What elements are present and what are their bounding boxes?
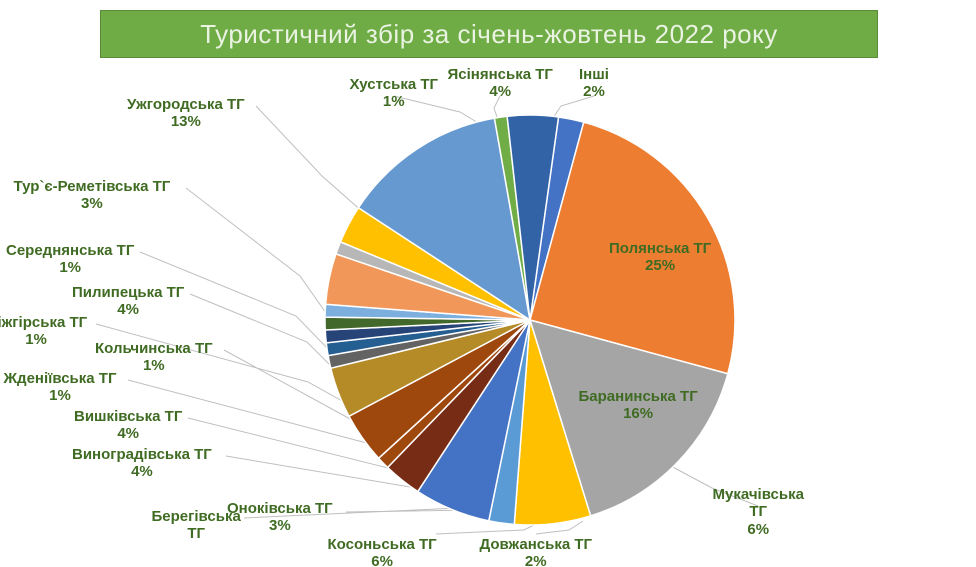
slice-label: БерегівськаТГ bbox=[152, 508, 241, 543]
slice-label: Оноківська ТГ3% bbox=[227, 500, 333, 535]
slice-label: Ясінянська ТГ4% bbox=[448, 66, 553, 101]
slice-label: Кольчинська ТГ1% bbox=[95, 340, 213, 375]
leader-line bbox=[256, 106, 373, 221]
leader-line bbox=[186, 188, 333, 323]
slice-label: Міжгірська ТГ1% bbox=[0, 314, 87, 349]
slice-label: Жденіївська ТГ1% bbox=[4, 370, 117, 405]
slice-label: Пилипецька ТГ4% bbox=[72, 284, 184, 319]
slice-label: Виноградівська ТГ4% bbox=[72, 446, 212, 481]
slice-label: МукачівськаТГ6% bbox=[713, 486, 804, 538]
slice-label: Хустська ТГ1% bbox=[350, 76, 439, 111]
slice-label: Інші2% bbox=[579, 66, 609, 101]
slice-label: Полянська ТГ25% bbox=[609, 240, 711, 275]
leader-line bbox=[190, 294, 342, 377]
slice-label: Вишківська ТГ4% bbox=[74, 408, 182, 443]
slice-label: Довжанська ТГ2% bbox=[480, 536, 593, 567]
slice-label: Ужгородська ТГ13% bbox=[127, 96, 245, 131]
slice-label: Тур`є-Реметівська ТГ3% bbox=[14, 178, 171, 213]
slice-label: Середнянська ТГ1% bbox=[6, 242, 134, 277]
slice-label: Косоньська ТГ6% bbox=[328, 536, 437, 567]
slice-label: Баранинська ТГ16% bbox=[579, 388, 698, 423]
